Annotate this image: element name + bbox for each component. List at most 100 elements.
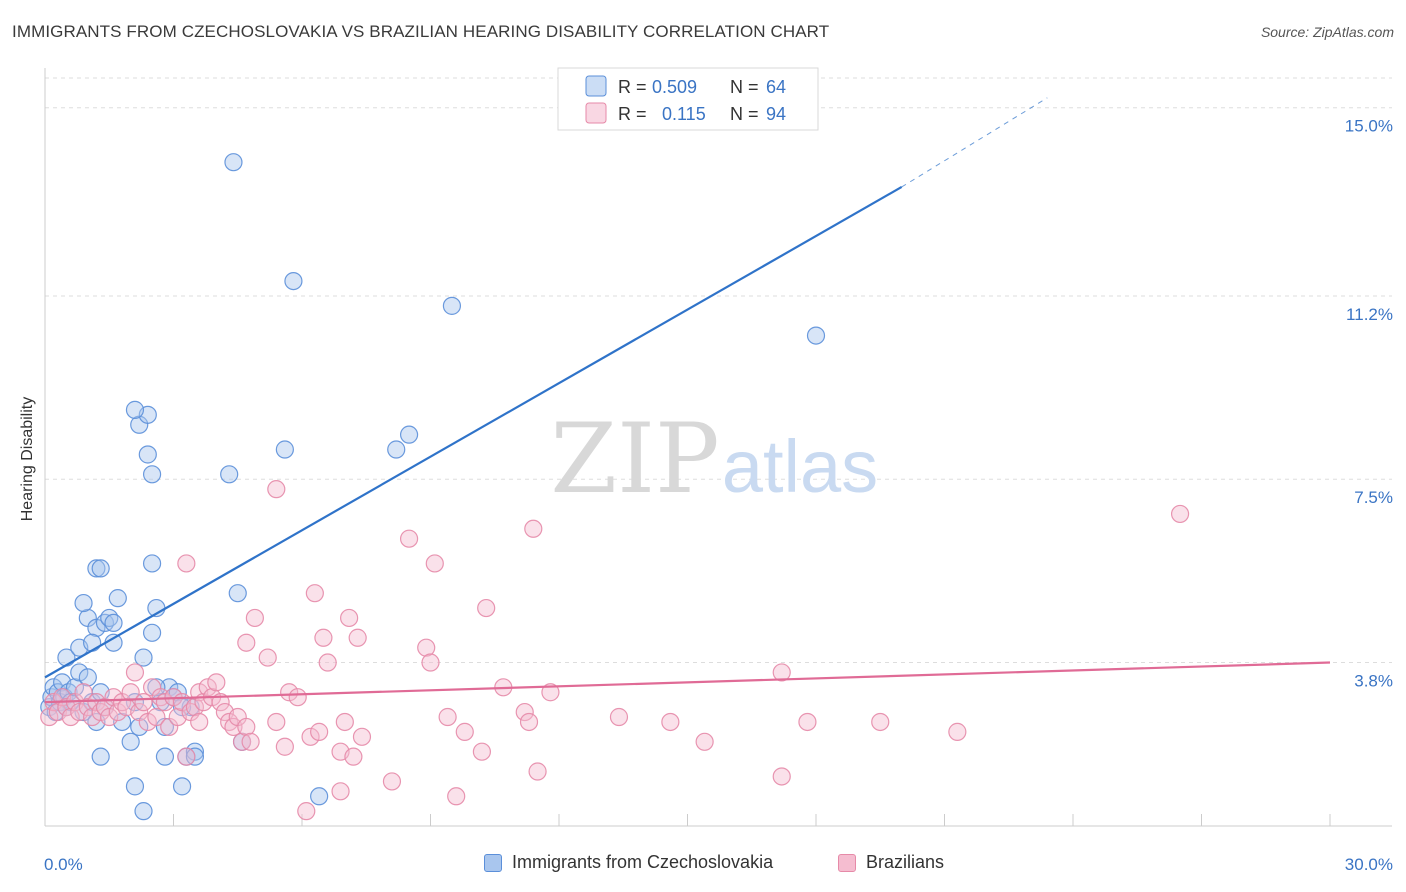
data-point-brazilians [267, 712, 286, 732]
data-point-brazilians [121, 683, 140, 702]
y-tick-label: 7.5% [1354, 488, 1393, 507]
data-point-brazilians [417, 638, 436, 657]
data-point-czechoslovakia [142, 623, 162, 642]
data-point-brazilians [948, 722, 967, 741]
legend-swatch-czechoslovakia [484, 853, 502, 872]
data-point-brazilians [399, 529, 419, 548]
data-point-brazilians [871, 712, 890, 732]
data-point-brazilians [438, 707, 457, 727]
data-point-brazilians [108, 702, 127, 722]
data-point-brazilians [297, 802, 316, 821]
data-point-brazilians [314, 628, 333, 647]
legend-item-brazilians: Brazilians [838, 852, 944, 873]
data-point-brazilians [519, 712, 539, 732]
legend-n-value-pink: 94 [766, 104, 786, 124]
watermark-zip: ZIP [550, 403, 719, 515]
data-point-czechoslovakia [91, 747, 110, 766]
data-point-brazilians [275, 737, 294, 756]
trend-layer [44, 97, 1331, 704]
data-point-czechoslovakia [147, 678, 166, 697]
tick-label-layer: 3.8% 7.5% 11.2% 15.0% 0.0% 30.0% [44, 117, 1393, 874]
trend-line-brazilians [44, 661, 1331, 704]
data-point-brazilians [609, 707, 629, 727]
data-point-brazilians [318, 653, 337, 672]
data-point-brazilians [301, 727, 320, 746]
data-point-czechoslovakia [224, 153, 243, 172]
data-point-brazilians [288, 688, 307, 707]
data-point-brazilians [100, 707, 119, 727]
grid-layer [45, 77, 1392, 664]
data-point-brazilians [447, 787, 466, 806]
data-point-czechoslovakia [70, 663, 89, 682]
data-point-brazilians [245, 608, 264, 628]
data-point-czechoslovakia [310, 787, 329, 806]
data-point-brazilians [472, 742, 491, 761]
data-point-czechoslovakia [185, 742, 205, 761]
legend-n-label-blue: N = [730, 77, 759, 97]
data-point-czechoslovakia [78, 668, 97, 687]
data-point-czechoslovakia [138, 445, 157, 464]
data-point-czechoslovakia [134, 802, 153, 821]
legend-item-czechoslovakia: Immigrants from Czechoslovakia [484, 852, 773, 873]
data-point-brazilians [104, 688, 123, 707]
data-point-czechoslovakia [108, 589, 127, 608]
y-tick-label: 15.0% [1345, 117, 1393, 136]
legend-r-value-blue: 0.509 [652, 77, 697, 97]
data-point-czechoslovakia [142, 554, 162, 573]
legend-swatch-brazilians [838, 853, 856, 872]
data-point-czechoslovakia [387, 440, 406, 459]
data-point-brazilians [421, 653, 440, 672]
data-point-czechoslovakia [83, 633, 102, 652]
data-point-brazilians [541, 683, 560, 702]
data-point-brazilians [61, 707, 80, 727]
data-point-czechoslovakia [104, 613, 123, 633]
bottom-legend: Immigrants from Czechoslovakia Brazilian… [0, 848, 1406, 880]
data-point-brazilians [477, 598, 496, 618]
x-tick-label-max: 30.0% [1345, 855, 1393, 874]
data-point-czechoslovakia [87, 559, 106, 578]
data-point-brazilians [695, 732, 714, 751]
data-point-brazilians [237, 717, 256, 737]
data-point-czechoslovakia [91, 559, 110, 578]
data-point-brazilians [310, 722, 329, 741]
data-point-brazilians [87, 693, 106, 712]
data-point-czechoslovakia [65, 678, 85, 697]
data-point-brazilians [305, 584, 324, 603]
data-point-brazilians [190, 712, 209, 732]
legend-r-value-pink: 0.115 [662, 104, 706, 124]
data-point-czechoslovakia [134, 648, 153, 667]
data-point-brazilians [340, 608, 359, 628]
data-point-brazilians [455, 722, 474, 741]
data-point-brazilians [798, 712, 817, 732]
y-axis-label-wrap: Hearing Disability [8, 300, 48, 620]
data-point-brazilians [352, 727, 372, 746]
data-point-czechoslovakia [142, 465, 162, 484]
y-tick-label: 11.2% [1346, 305, 1393, 324]
data-point-czechoslovakia [121, 732, 140, 751]
data-point-brazilians [1170, 504, 1190, 524]
data-point-brazilians [224, 717, 243, 737]
data-point-brazilians [138, 712, 157, 732]
legend-r-label-blue: R = [618, 77, 647, 97]
data-point-czechoslovakia [442, 296, 462, 315]
data-point-brazilians [528, 762, 547, 781]
data-point-brazilians [177, 554, 196, 573]
data-point-czechoslovakia [74, 593, 93, 613]
source-label: Source: ZipAtlas.com [1260, 24, 1394, 40]
data-point-brazilians [198, 678, 217, 697]
data-point-czechoslovakia [125, 400, 145, 419]
points-layer [40, 153, 1190, 821]
data-point-brazilians [661, 712, 680, 732]
legend-label-brazilians: Brazilians [866, 852, 945, 872]
data-point-czechoslovakia [87, 618, 106, 637]
data-point-brazilians [772, 767, 791, 786]
watermark: ZIP atlas [550, 403, 878, 515]
data-point-brazilians [280, 683, 299, 702]
data-point-brazilians [335, 712, 354, 732]
top-legend: R = 0.509 N = 64 R = 0.115 N = 94 [557, 67, 819, 131]
data-point-brazilians [524, 519, 543, 538]
legend-label-czechoslovakia: Immigrants from Czechoslovakia [512, 852, 774, 872]
data-point-brazilians [331, 782, 350, 801]
data-point-czechoslovakia [130, 717, 149, 737]
